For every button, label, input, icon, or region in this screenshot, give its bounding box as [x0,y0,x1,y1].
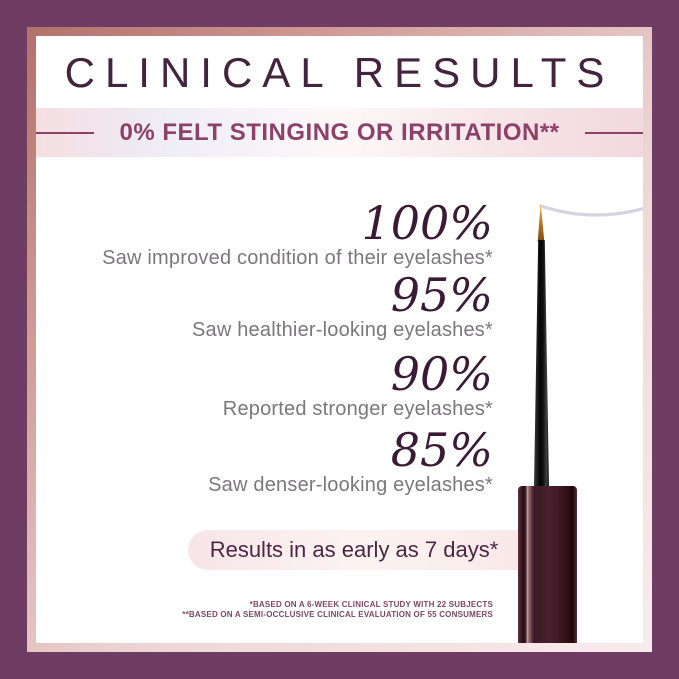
stat-value: 95% [390,268,493,322]
stat-value: 90% [390,347,493,401]
footnote-1: *BASED ON A 6-WEEK CLINICAL STUDY WITH 2… [249,600,493,609]
page-title: CLINICAL RESULTS [64,49,615,96]
stat-denser-looking: 85% Saw denser-looking eyelashes* [208,423,493,496]
banner-text: 0% FELT STINGING OR IRRITATION** [119,118,560,146]
stat-label: Saw healthier-looking eyelashes* [191,319,493,341]
stat-label: Saw denser-looking eyelashes* [208,474,493,496]
stat-label: Reported stronger eyelashes* [222,398,493,420]
lash-stroke-image [539,204,643,217]
serum-bottle-cap [518,486,577,643]
results-pill: Results in as early as 7 days* [188,530,566,570]
stat-label: Saw improved condition of their eyelashe… [102,247,493,269]
stat-healthier-looking: 95% Saw healthier-looking eyelashes* [191,268,493,341]
results-pill-text: Results in as early as 7 days* [209,537,499,562]
banner-rule-right [584,131,643,134]
stat-stronger: 90% Reported stronger eyelashes* [222,347,493,420]
stat-value: 100% [361,196,493,250]
stat-improved-condition: 100% Saw improved condition of their eye… [102,196,493,269]
footnotes: *BASED ON A 6-WEEK CLINICAL STUDY WITH 2… [182,600,493,620]
banner: 0% FELT STINGING OR IRRITATION** [36,108,643,157]
banner-rule-left [36,131,94,134]
card-content: CLINICAL RESULTS 0% FELT STINGING OR IRR… [36,36,643,643]
applicator-stem [534,240,549,486]
applicator-bristle-tip [537,203,545,242]
stat-value: 85% [390,423,493,477]
footnote-2: **BASED ON A SEMI-OCCLUSIVE CLINICAL EVA… [182,610,493,619]
